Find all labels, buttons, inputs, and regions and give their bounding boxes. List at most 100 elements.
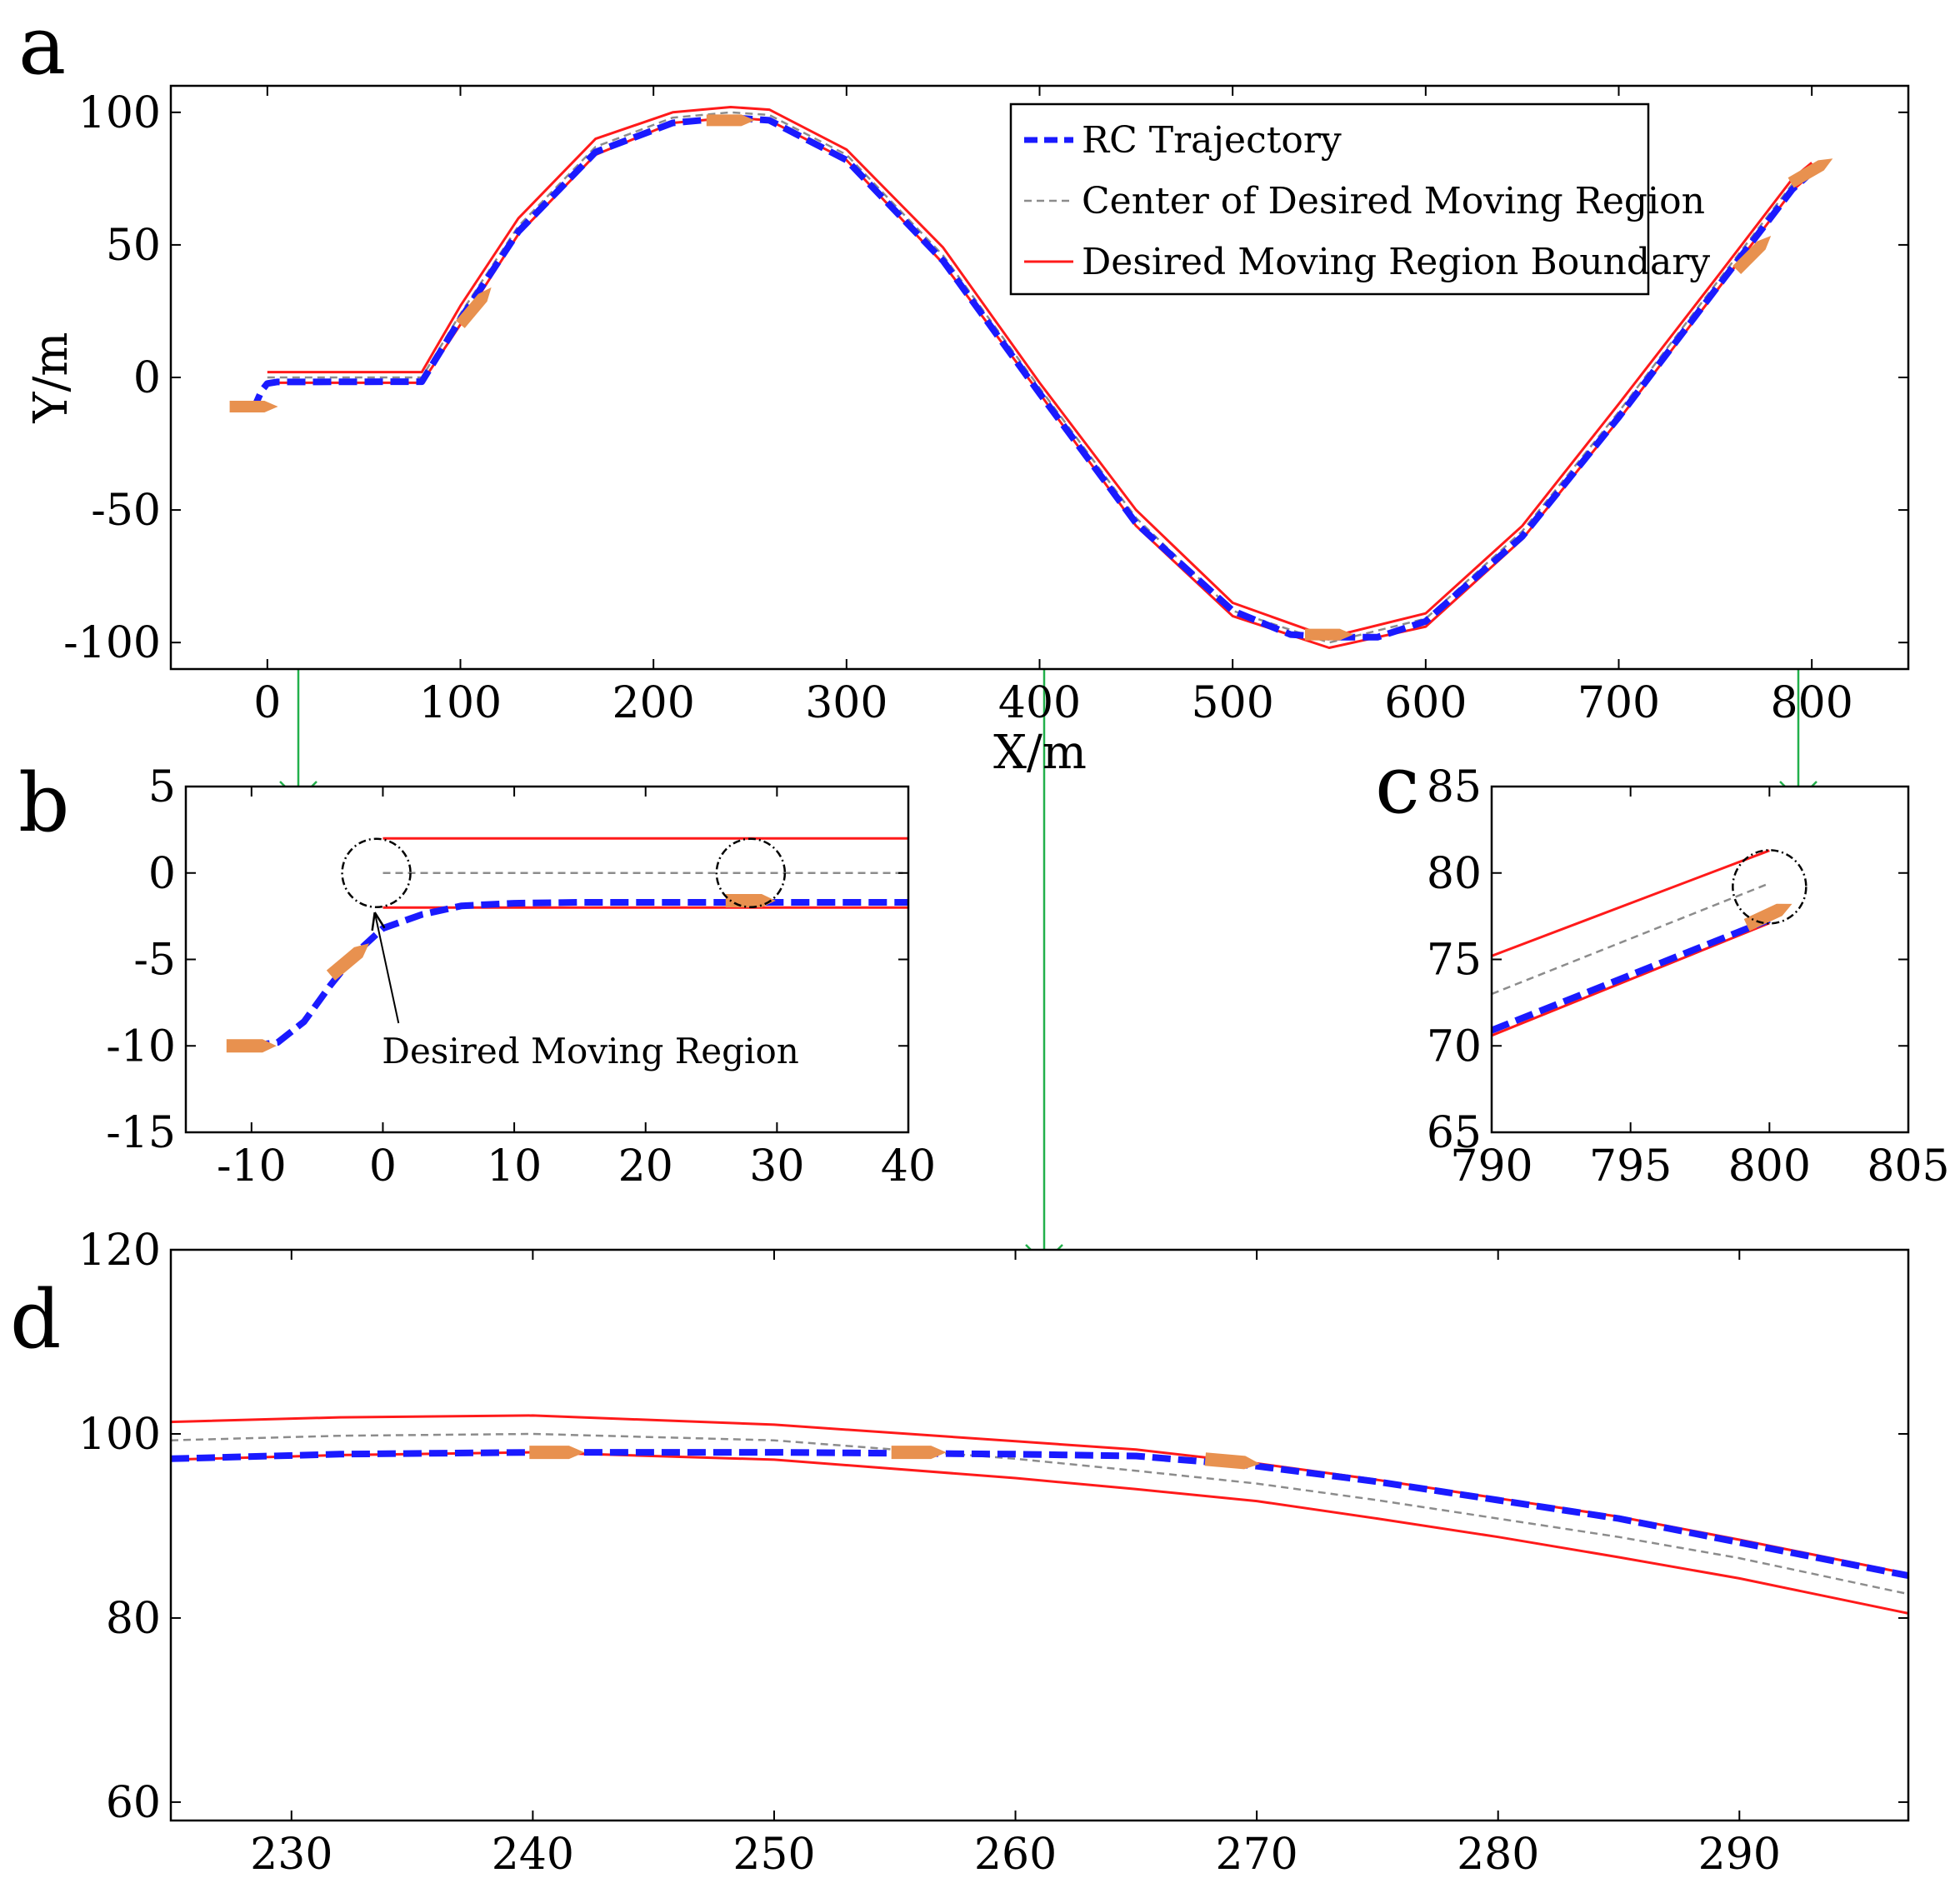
plot-content (226, 837, 908, 1053)
boundary-line (171, 1414, 1908, 1576)
legend: RC Trajectory Center of Desired Moving Re… (1009, 102, 1710, 296)
panel-label: d (10, 1273, 61, 1366)
vehicle-marker (1305, 628, 1353, 641)
boundary-line (171, 1451, 1908, 1615)
panel-b: -10 0 10 20 30 40 -15 -10 -5 0 5 b Desired Moving Re… (18, 757, 936, 1191)
plot-content (171, 1414, 1908, 1615)
y-tick-label: 0 (133, 353, 161, 403)
x-tick-label: 400 (998, 678, 1081, 728)
x-tick-label: 230 (250, 1830, 332, 1880)
panel-label: a (18, 0, 66, 92)
y-tick-label: 100 (78, 88, 161, 138)
vehicle-marker (226, 1039, 277, 1053)
y-tick-label: 75 (1427, 936, 1482, 986)
plot-area (1492, 787, 1908, 1132)
annotation-text: Desired Moving Region (382, 1031, 799, 1071)
plot-area (171, 1250, 1908, 1821)
y-tick-label: 60 (106, 1778, 161, 1828)
legend-label: Desired Moving Region Boundary (1082, 241, 1710, 283)
y-tick-label: 5 (148, 762, 176, 812)
x-tick-label: 240 (492, 1830, 574, 1880)
x-axis-label: X/m (993, 726, 1087, 780)
center-line (171, 1432, 1908, 1596)
x-tick-label: -10 (217, 1141, 287, 1191)
x-tick-label: 260 (974, 1830, 1057, 1880)
legend-label: Center of Desired Moving Region (1082, 180, 1705, 222)
x-tick-label: 200 (612, 678, 695, 728)
y-tick-label: -10 (106, 1021, 176, 1071)
rc-trajectory-line (251, 899, 908, 1050)
plot-content (229, 106, 1833, 649)
x-tick-label: 280 (1457, 1830, 1539, 1880)
x-tick-label: 40 (881, 1141, 936, 1191)
panel-d: 230 240 250 260 270 280 290 60 80 100 120 d (10, 1226, 1910, 1880)
y-tick-label: -15 (106, 1108, 176, 1158)
y-tick-label: 50 (106, 221, 161, 271)
x-tick-label: 800 (1728, 1141, 1811, 1191)
vehicle-marker (455, 287, 492, 328)
x-tick-label: 0 (369, 1141, 397, 1191)
y-tick-label: 100 (78, 1410, 161, 1460)
vehicle-shape (1732, 235, 1772, 274)
panel-label: b (18, 757, 69, 850)
vehicle-marker (1732, 235, 1772, 274)
vehicle-shape (455, 287, 492, 328)
region-circle (715, 837, 787, 908)
vehicle-shape (326, 943, 369, 981)
legend-label: RC Trajectory (1082, 119, 1342, 162)
x-tick-label: 0 (253, 678, 281, 728)
y-tick-label: 80 (1427, 849, 1482, 899)
annotation-arrowhead (371, 912, 386, 932)
vehicle-marker (326, 943, 369, 981)
rc-trajectory-line (1492, 917, 1771, 1034)
vehicle-shape (226, 1039, 277, 1053)
y-tick-label: 85 (1427, 762, 1482, 812)
y-tick-label: 65 (1427, 1108, 1482, 1158)
vehicle-marker (706, 114, 755, 127)
y-tick-label: -50 (91, 486, 161, 536)
x-tick-label: 20 (618, 1141, 673, 1191)
region-circle (341, 837, 412, 908)
vehicle-shape (529, 1446, 585, 1460)
x-tick-label: 290 (1698, 1830, 1781, 1880)
x-tick-label: 790 (1450, 1141, 1532, 1191)
vehicle-shape (1305, 628, 1353, 641)
boundary-line (1492, 849, 1770, 957)
x-tick-label: 100 (419, 678, 502, 728)
plot-content (1492, 849, 1792, 1037)
vehicle-shape (229, 401, 278, 412)
vehicle-marker (229, 401, 278, 412)
panel-c: 790 795 800 805 65 70 75 80 85c (1375, 738, 1950, 1191)
vehicle-shape (891, 1446, 947, 1460)
y-tick-label: -100 (63, 618, 161, 668)
vehicle-shape (1743, 903, 1792, 932)
y-tick-label: 80 (106, 1594, 161, 1644)
vehicle-marker (1204, 1452, 1261, 1470)
legend-box (1009, 102, 1650, 296)
x-tick-label: 600 (1384, 678, 1467, 728)
x-tick-label: 500 (1192, 678, 1274, 728)
x-tick-label: 700 (1578, 678, 1660, 728)
x-tick-label: 30 (749, 1141, 804, 1191)
axes-frame (169, 1248, 1910, 1822)
x-tick-label: 795 (1589, 1141, 1672, 1191)
y-tick-label: 70 (1427, 1021, 1482, 1071)
vehicle-marker (1788, 158, 1833, 188)
boundary-line (1492, 922, 1770, 1037)
x-tick-label: 800 (1771, 678, 1853, 728)
y-tick-label: 120 (78, 1226, 161, 1276)
x-tick-label: 300 (805, 678, 888, 728)
x-tick-label: 270 (1215, 1830, 1298, 1880)
rc-trajectory-line (171, 1449, 1908, 1580)
x-tick-label: 805 (1867, 1141, 1949, 1191)
y-tick-label: -5 (133, 936, 176, 986)
vehicle-marker (891, 1446, 947, 1460)
y-axis-label: Y/m (24, 332, 78, 424)
vehicle-shape (706, 114, 755, 127)
y-tick-label: 0 (148, 849, 176, 899)
rc-trajectory-line (247, 114, 1814, 641)
region-circle (1732, 849, 1808, 925)
x-tick-label: 10 (487, 1141, 542, 1191)
x-tick-label: 250 (732, 1830, 815, 1880)
